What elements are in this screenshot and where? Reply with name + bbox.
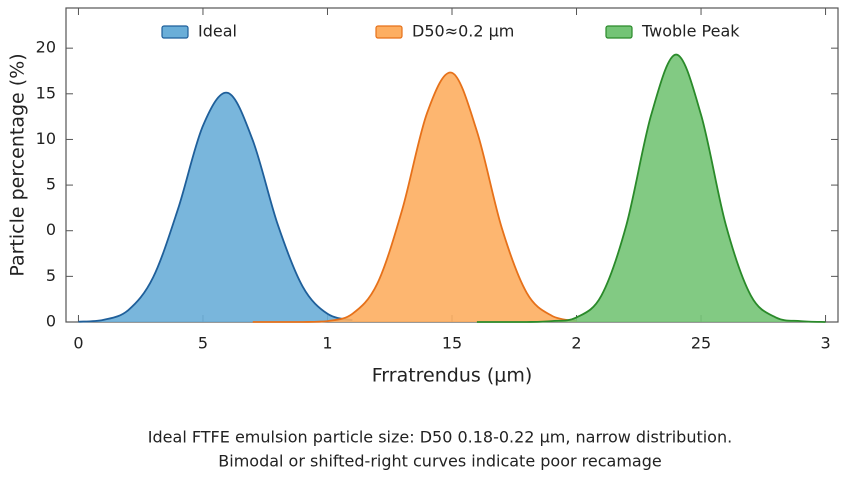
- legend-swatch: [375, 25, 403, 39]
- legend-swatch: [605, 25, 633, 39]
- y-tick-label: 0: [46, 312, 56, 331]
- y-tick-label: 5: [46, 175, 56, 194]
- caption-line: Ideal FTFE emulsion particle size: D50 0…: [148, 428, 732, 447]
- area-fill: [252, 72, 577, 322]
- y-axis-title: Particle percentage (%): [7, 53, 29, 276]
- x-tick-label: 3: [820, 334, 830, 353]
- area-line: [78, 91, 353, 323]
- area-line: [476, 53, 826, 323]
- legend-swatch: [161, 25, 189, 39]
- x-axis-title: Frratrendus (μm): [372, 365, 533, 387]
- x-tick-label: 25: [691, 334, 711, 353]
- x-tick-label: 5: [198, 334, 208, 353]
- y-tick-label: 20: [36, 38, 56, 57]
- x-tick-label: 15: [442, 334, 462, 353]
- x-tick-label: 1: [322, 334, 332, 353]
- area-fill: [78, 92, 353, 322]
- x-tick-label: 0: [73, 334, 83, 353]
- legend-label: Twoble Peak: [641, 22, 740, 41]
- caption-line: Bimodal or shifted-right curves indicate…: [218, 452, 661, 471]
- y-tick-label: 10: [36, 129, 56, 148]
- y-tick-label: 5: [46, 266, 56, 285]
- y-tick-label: 0: [46, 220, 56, 239]
- legend-label: D50≈0.2 μm: [412, 22, 514, 41]
- x-tick-label: 2: [571, 334, 581, 353]
- y-tick-label: 15: [36, 83, 56, 102]
- area-fill: [476, 54, 826, 322]
- area-line: [252, 71, 577, 323]
- legend-label: Ideal: [198, 22, 237, 41]
